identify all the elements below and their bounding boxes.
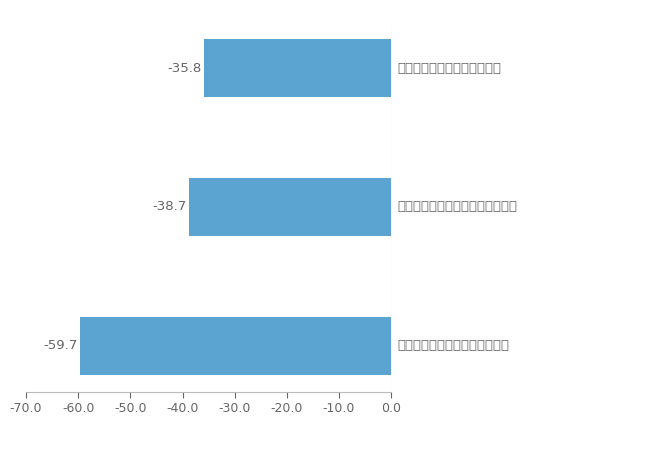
Bar: [189, 178, 391, 236]
Text: -59.7: -59.7: [43, 339, 77, 352]
Text: 電力会社を変更したことがある: 電力会社を変更したことがある: [398, 339, 510, 352]
Text: -35.8: -35.8: [168, 62, 202, 75]
Bar: [205, 39, 391, 98]
Text: いずれも変更したことはない: いずれも変更したことはない: [398, 62, 502, 75]
Text: 契約プランを変更したことがある: 契約プランを変更したことがある: [398, 201, 518, 213]
Text: -38.7: -38.7: [153, 201, 186, 213]
Bar: [80, 316, 391, 375]
